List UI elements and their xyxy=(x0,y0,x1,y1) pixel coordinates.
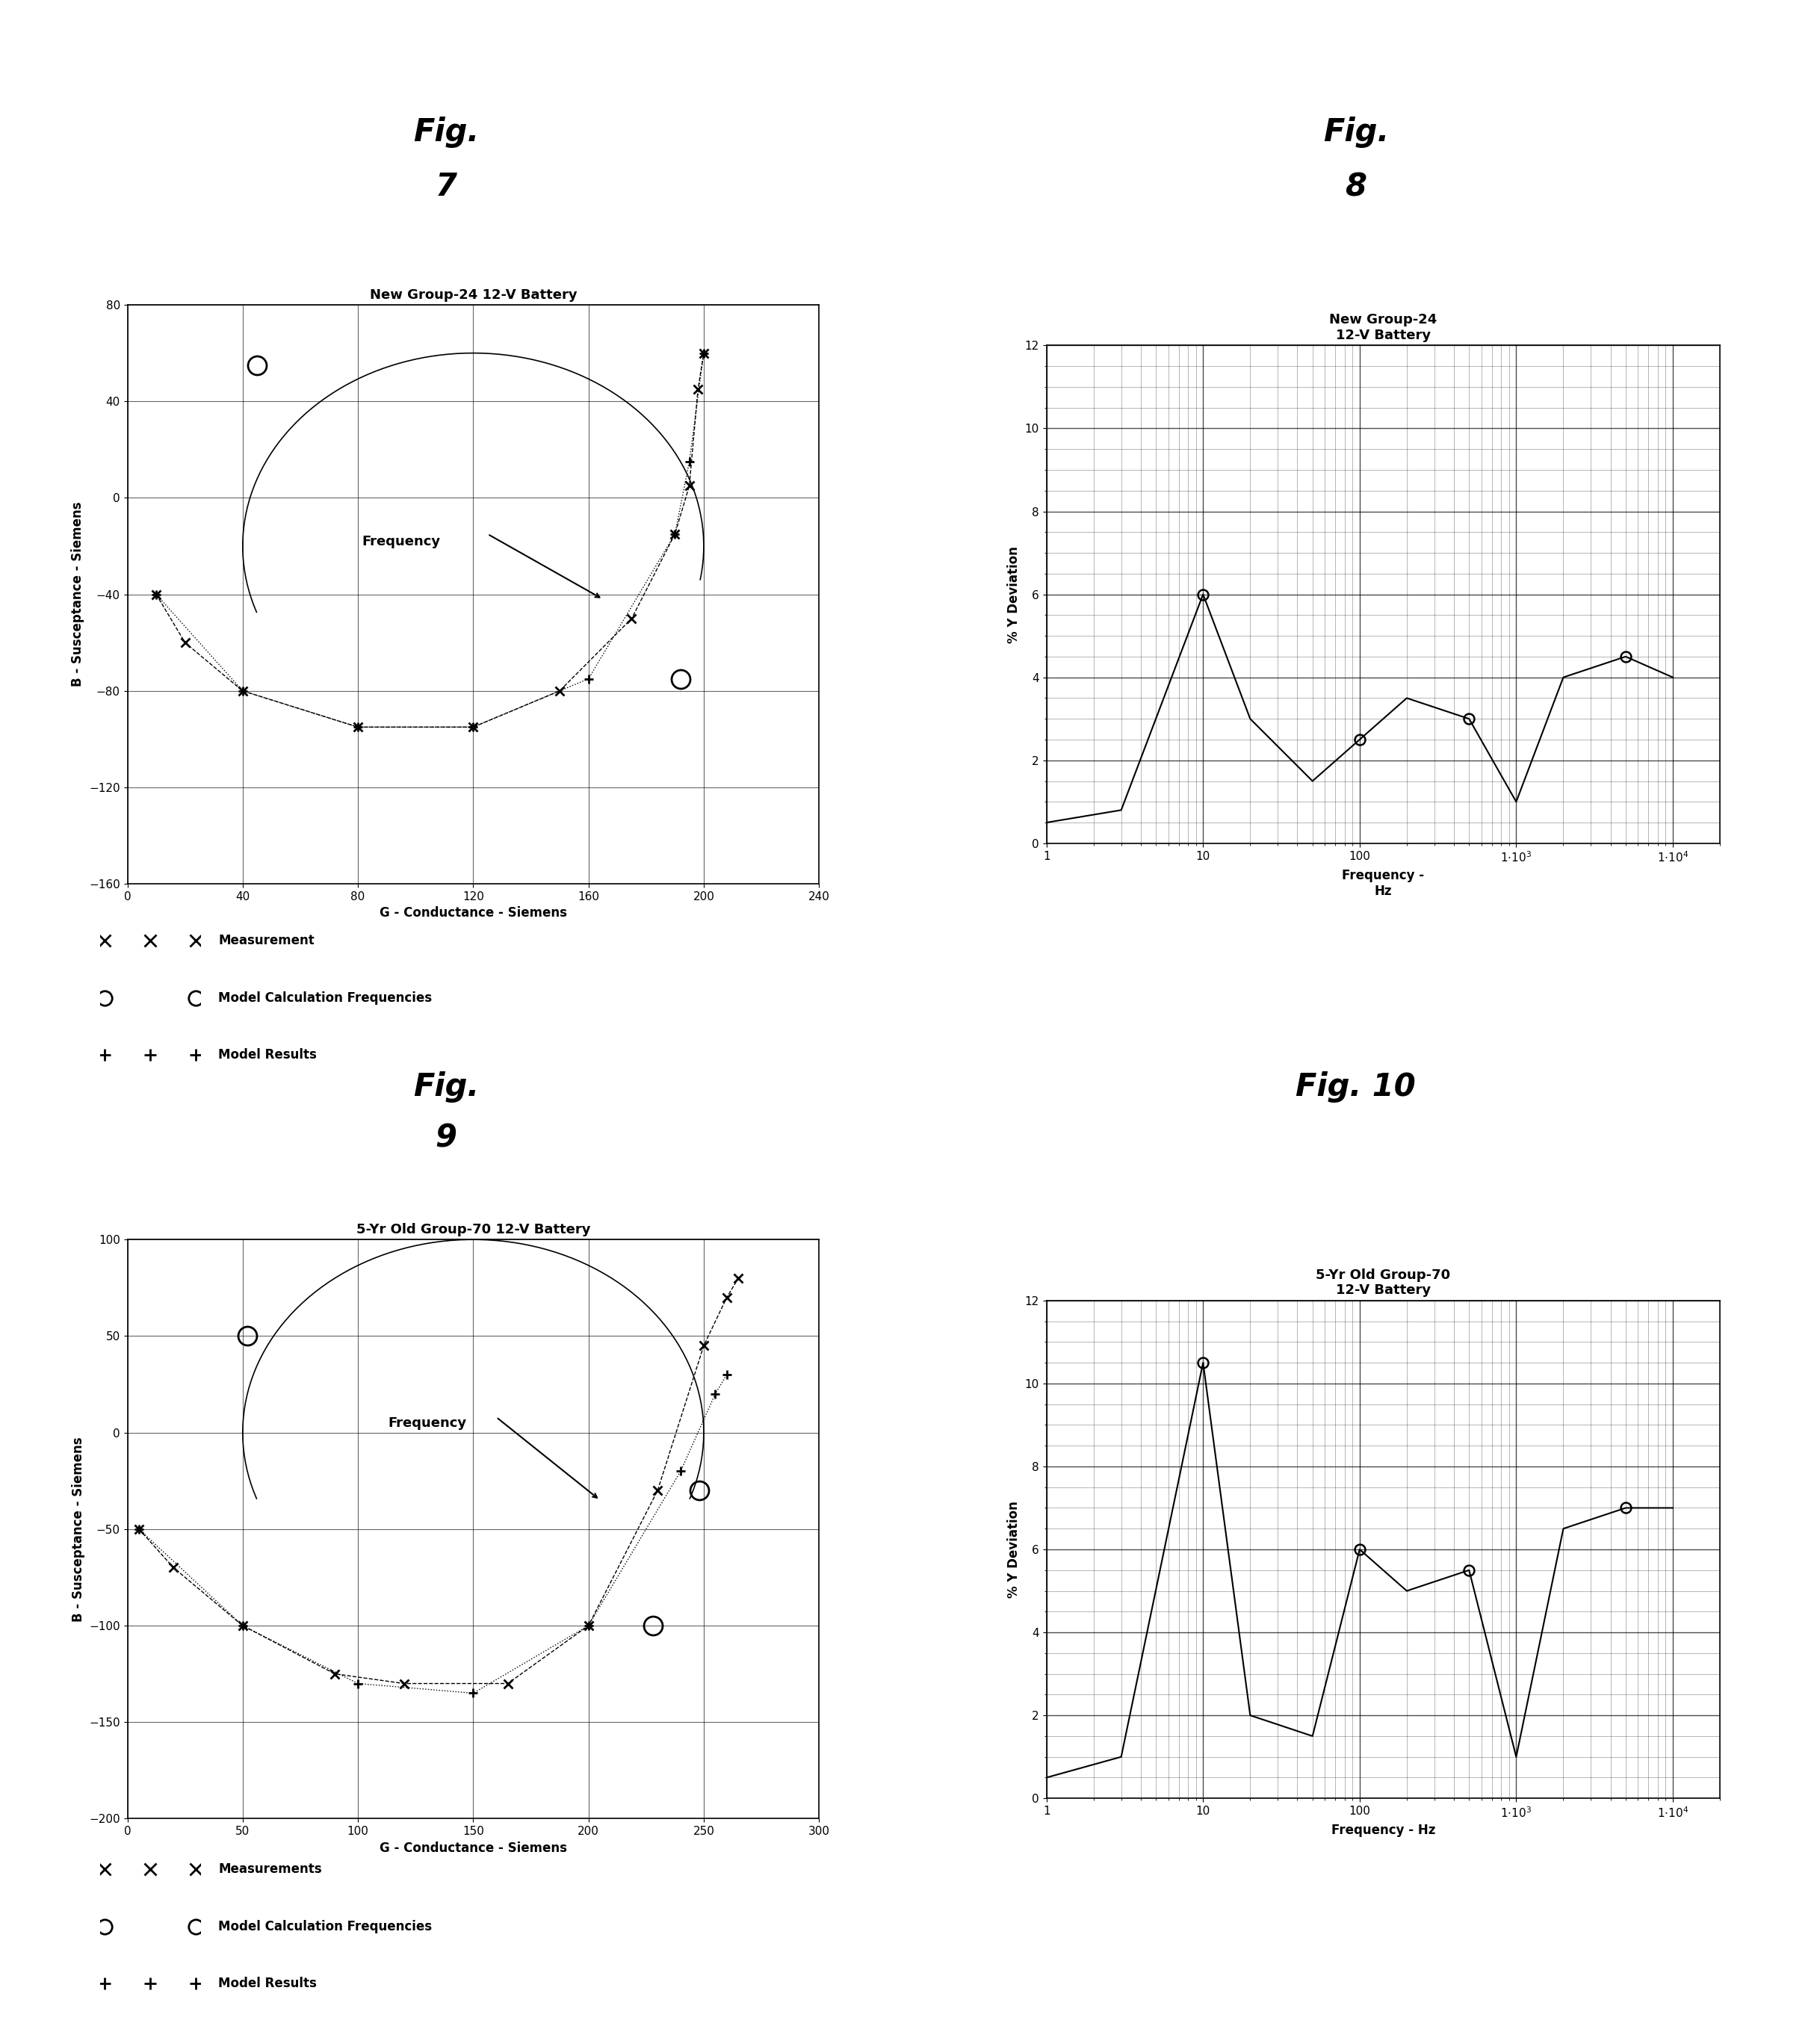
Text: 8: 8 xyxy=(1345,171,1367,203)
Y-axis label: % Y Deviation: % Y Deviation xyxy=(1006,1502,1021,1597)
Text: 9: 9 xyxy=(435,1122,457,1154)
X-axis label: Frequency -
Hz: Frequency - Hz xyxy=(1341,868,1425,898)
Title: 5-Yr Old Group-70 12-V Battery: 5-Yr Old Group-70 12-V Battery xyxy=(357,1223,590,1235)
X-axis label: Frequency - Hz: Frequency - Hz xyxy=(1330,1823,1436,1837)
Text: Fig.: Fig. xyxy=(1323,116,1389,148)
Text: Model Calculation Frequencies: Model Calculation Frequencies xyxy=(218,992,431,1004)
Text: Fig. 10: Fig. 10 xyxy=(1296,1071,1416,1103)
X-axis label: G - Conductance - Siemens: G - Conductance - Siemens xyxy=(379,906,568,920)
Y-axis label: B - Susceptance - Siemens: B - Susceptance - Siemens xyxy=(71,502,86,687)
X-axis label: G - Conductance - Siemens: G - Conductance - Siemens xyxy=(379,1841,568,1855)
Title: New Group-24
12-V Battery: New Group-24 12-V Battery xyxy=(1329,313,1438,341)
Text: Model Results: Model Results xyxy=(218,1977,317,1989)
Text: Fig.: Fig. xyxy=(413,116,479,148)
Title: New Group-24 12-V Battery: New Group-24 12-V Battery xyxy=(369,289,577,301)
Text: Model Calculation Frequencies: Model Calculation Frequencies xyxy=(218,1920,431,1932)
Y-axis label: % Y Deviation: % Y Deviation xyxy=(1006,547,1021,642)
Text: 7: 7 xyxy=(435,171,457,203)
Text: Model Results: Model Results xyxy=(218,1049,317,1061)
Text: Measurements: Measurements xyxy=(218,1863,322,1876)
Text: Fig.: Fig. xyxy=(413,1071,479,1103)
Text: Measurement: Measurement xyxy=(218,935,315,947)
Text: Frequency: Frequency xyxy=(362,534,440,549)
Title: 5-Yr Old Group-70
12-V Battery: 5-Yr Old Group-70 12-V Battery xyxy=(1316,1268,1451,1296)
Y-axis label: B - Susceptance - Siemens: B - Susceptance - Siemens xyxy=(71,1437,86,1622)
Text: Frequency: Frequency xyxy=(388,1416,466,1431)
